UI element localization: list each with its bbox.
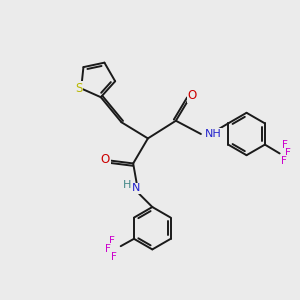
Text: F: F xyxy=(282,140,288,150)
Text: N: N xyxy=(132,184,140,194)
Text: O: O xyxy=(100,152,110,166)
Text: S: S xyxy=(75,82,82,95)
Text: NH: NH xyxy=(204,129,221,139)
Text: O: O xyxy=(188,89,197,102)
Text: F: F xyxy=(281,156,287,166)
Text: F: F xyxy=(111,252,117,262)
Text: F: F xyxy=(285,148,291,158)
Text: F: F xyxy=(105,244,111,254)
Text: F: F xyxy=(109,236,115,246)
Text: H: H xyxy=(123,180,131,190)
